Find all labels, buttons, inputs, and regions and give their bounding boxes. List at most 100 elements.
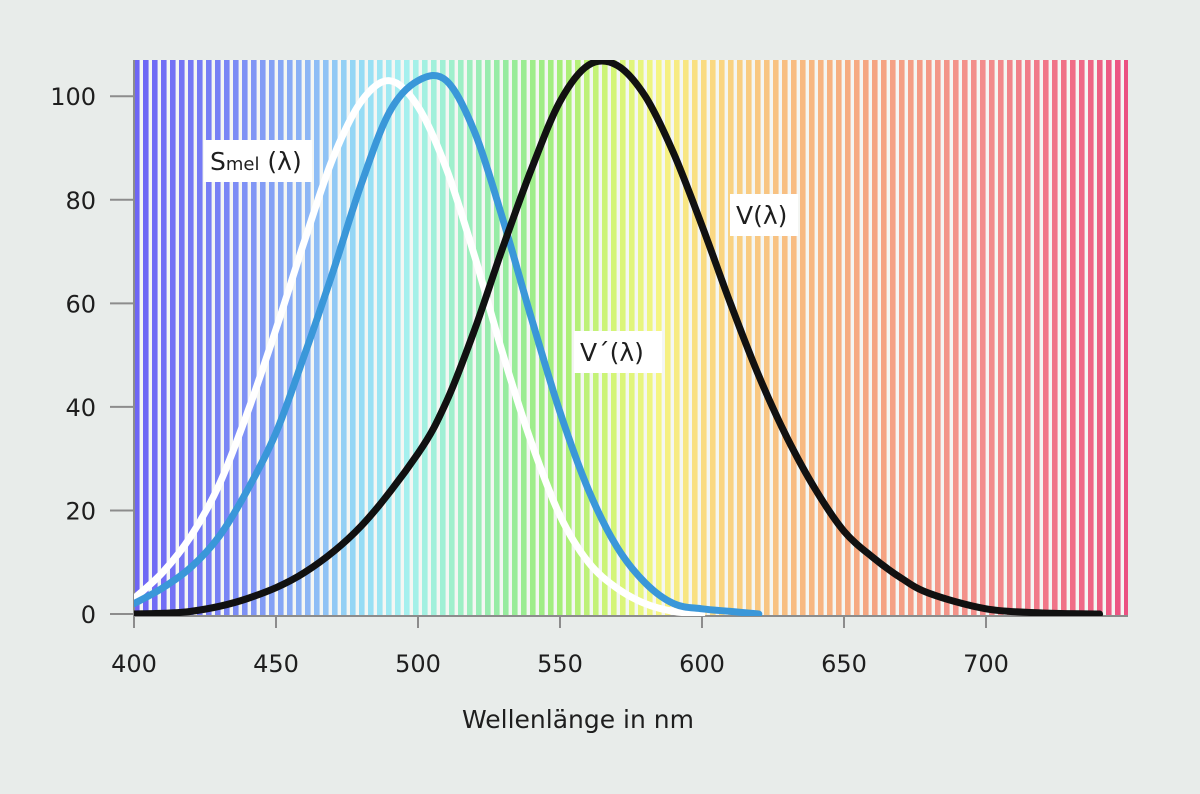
spectrum-stripe	[188, 60, 194, 616]
x-tick-label: 650	[821, 650, 867, 678]
v-prime-curve	[134, 72, 763, 616]
spectrum-stripe	[260, 60, 266, 616]
spectrum-stripe	[557, 60, 563, 616]
spectrum-stripe	[359, 60, 365, 616]
y-tick-label: 20	[65, 497, 96, 525]
spectrum-stripe	[485, 60, 491, 616]
v-prime-label: V´(λ)	[574, 331, 662, 373]
spectrum-stripe	[341, 60, 347, 616]
spectrum-stripe	[530, 60, 536, 616]
spectrum-stripe	[233, 60, 239, 616]
spectrum-stripe	[674, 60, 680, 616]
curve-label-main: V´(λ)	[580, 338, 644, 367]
spectrum-stripe	[1016, 60, 1022, 616]
spectrum-stripe	[1043, 60, 1049, 616]
spectrum-stripe	[197, 60, 203, 616]
spectrum-stripe	[134, 60, 140, 616]
spectrum-stripe	[827, 60, 833, 616]
spectrum-stripe	[917, 60, 923, 616]
spectrum-stripe	[458, 60, 464, 616]
spectrum-stripe	[206, 60, 212, 616]
spectrum-stripe	[404, 60, 410, 616]
spectrum-stripe	[890, 60, 896, 616]
x-axis-title: Wellenlänge in nm	[462, 705, 694, 734]
spectrum-stripe	[719, 60, 725, 616]
spectrum-stripe	[773, 60, 779, 616]
spectrum-stripe	[179, 60, 185, 616]
spectrum-stripe	[701, 60, 707, 616]
curve-label-main: V(λ)	[736, 201, 787, 230]
spectrum-stripe	[737, 60, 743, 616]
curve-label-rest: (λ)	[259, 147, 301, 176]
x-tick-label: 700	[963, 650, 1009, 678]
spectrum-stripe	[251, 60, 257, 616]
spectrum-stripe	[215, 60, 221, 616]
spectrum-stripe	[1034, 60, 1040, 616]
spectrum-stripe	[539, 60, 545, 616]
spectrum-stripe	[935, 60, 941, 616]
spectrum-stripe	[971, 60, 977, 616]
spectrum-stripe	[899, 60, 905, 616]
x-tick-label: 400	[111, 650, 157, 678]
spectrum-stripe	[170, 60, 176, 616]
spectrum-stripe	[566, 60, 572, 616]
spectrum-stripe	[242, 60, 248, 616]
spectrum-stripe	[1097, 60, 1103, 616]
y-tick-label: 0	[81, 601, 96, 629]
curve-label-main: S	[210, 147, 226, 176]
spectrum-stripe	[863, 60, 869, 616]
spectrum-stripe	[422, 60, 428, 616]
spectrum-stripe	[1061, 60, 1067, 616]
spectrum-stripe	[692, 60, 698, 616]
spectrum-stripe	[224, 60, 230, 616]
spectrum-stripe	[548, 60, 554, 616]
spectrum-stripe	[818, 60, 824, 616]
spectrum-stripe	[881, 60, 887, 616]
spectrum-stripe	[413, 60, 419, 616]
spectrum-stripe	[1088, 60, 1094, 616]
spectrum-stripe	[980, 60, 986, 616]
v-lambda-label: V(λ)	[730, 194, 798, 236]
spectrum-stripe	[1079, 60, 1085, 616]
y-tick-label: 80	[65, 187, 96, 215]
spectrum-stripe	[845, 60, 851, 616]
spectrum-stripe	[872, 60, 878, 616]
spectrum-stripe	[926, 60, 932, 616]
spectrum-stripe	[1070, 60, 1076, 616]
spectrum-stripe	[710, 60, 716, 616]
spectrum-stripe	[377, 60, 383, 616]
spectrum-stripe	[953, 60, 959, 616]
spectrum-stripe	[512, 60, 518, 616]
spectrum-stripe	[350, 60, 356, 616]
curve-label-box	[730, 194, 798, 236]
spectrum-stripe	[1007, 60, 1013, 616]
spectrum-stripe	[476, 60, 482, 616]
curve-label-text: V´(λ)	[580, 338, 644, 367]
spectrum-stripe	[1025, 60, 1031, 616]
spectrum-stripe	[764, 60, 770, 616]
s-mel-curve	[134, 77, 706, 616]
spectrum-stripe	[1106, 60, 1112, 616]
spectrum-stripe	[854, 60, 860, 616]
spectrum-stripe	[1115, 60, 1121, 616]
x-tick-label: 600	[679, 650, 725, 678]
spectrum-stripe	[440, 60, 446, 616]
spectrum-stripe	[161, 60, 167, 616]
spectrum-stripe	[962, 60, 968, 616]
spectrum-stripe	[314, 60, 320, 616]
y-tick-label: 60	[65, 290, 96, 318]
spectrum-stripe	[908, 60, 914, 616]
curve-label-text: V(λ)	[736, 201, 787, 230]
spectrum-stripe	[809, 60, 815, 616]
curve-label-box	[574, 331, 662, 373]
spectrum-stripe	[791, 60, 797, 616]
spectrum-stripe	[278, 60, 284, 616]
spectrum-stripe	[944, 60, 950, 616]
curve-label-sub: mel	[226, 154, 260, 175]
spectrum-stripe	[1124, 60, 1128, 616]
y-tick-label: 40	[65, 394, 96, 422]
spectrum-stripe	[728, 60, 734, 616]
spectrum-stripe	[395, 60, 401, 616]
